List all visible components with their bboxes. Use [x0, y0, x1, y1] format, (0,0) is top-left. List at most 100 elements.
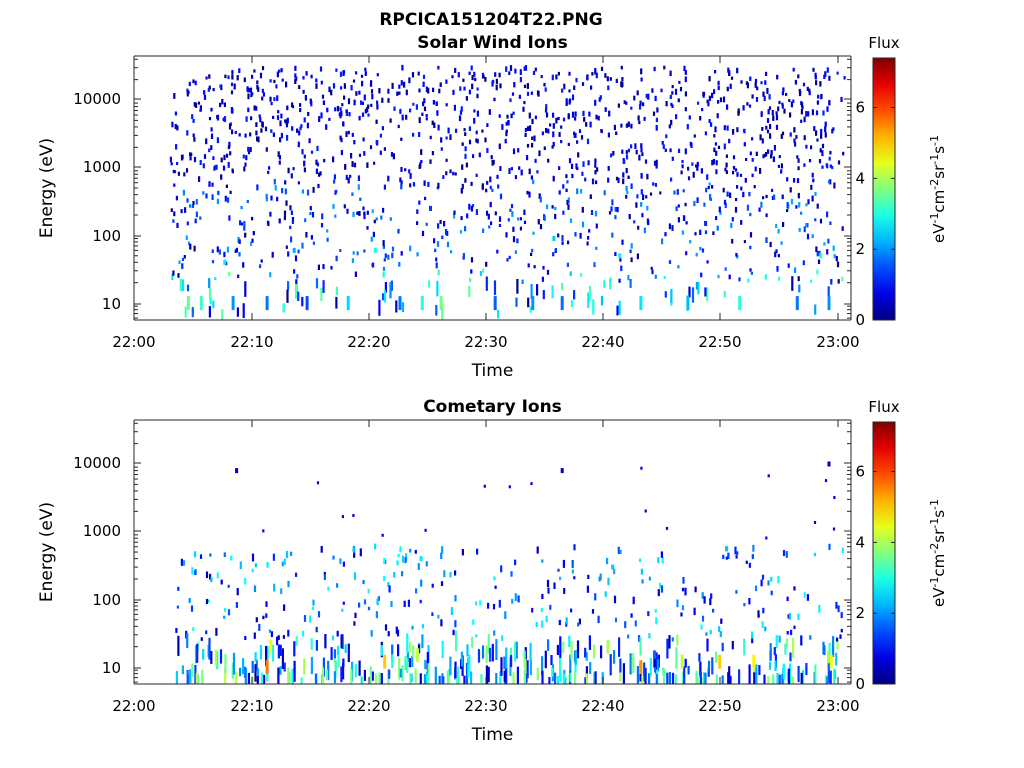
- spectrogram-cell: [187, 90, 190, 95]
- spectrogram-cell: [726, 104, 729, 110]
- spectrogram-cell: [525, 671, 528, 683]
- spectrogram-cell: [700, 168, 703, 174]
- spectrogram-cell: [666, 638, 669, 659]
- spectrogram-cell: [277, 151, 280, 157]
- spectrogram-cell: [662, 144, 665, 149]
- spectrogram-cell: [351, 192, 354, 196]
- spectrogram-cell: [359, 197, 362, 201]
- spectrogram-cell: [654, 183, 657, 187]
- spectrogram-cell: [305, 232, 308, 238]
- spectrogram-cell: [760, 111, 763, 117]
- spectrogram-cell: [427, 87, 430, 94]
- spectrogram-cell: [649, 192, 653, 196]
- spectrogram-cell: [622, 172, 625, 178]
- spectrogram-cell: [721, 642, 724, 652]
- spectrogram-cell: [199, 108, 202, 112]
- spectrogram-cell: [641, 213, 644, 218]
- spectrogram-cell: [743, 638, 746, 656]
- spectrogram-cell: [592, 299, 595, 315]
- spectrogram-cell: [399, 546, 402, 553]
- spectrogram-cell: [712, 231, 715, 235]
- spectrogram-cell: [364, 67, 367, 72]
- spectrogram-cell: [717, 100, 720, 104]
- spectrogram-cell: [717, 274, 720, 279]
- spectrogram-cell: [704, 131, 707, 136]
- spectrogram-cell: [534, 158, 537, 163]
- spectrogram-cell: [801, 102, 804, 108]
- spectrogram-cell: [244, 636, 247, 640]
- spectrogram-cell: [704, 230, 708, 235]
- spectrogram-cell: [701, 677, 704, 684]
- spectrogram-cell: [600, 296, 604, 306]
- spectrogram-cell: [237, 274, 240, 278]
- spectrogram-cell: [797, 276, 800, 282]
- spectrogram-cell: [684, 587, 687, 596]
- spectrogram-cell: [383, 557, 386, 564]
- spectrogram-cell: [709, 194, 712, 200]
- spectrogram-cell: [714, 70, 717, 74]
- spectrogram-cell: [441, 546, 444, 554]
- spectrogram-cell: [387, 88, 390, 94]
- spectrogram-cell: [219, 84, 222, 88]
- spectrogram-cell: [485, 210, 489, 216]
- spectrogram-cell: [530, 252, 533, 256]
- spectrogram-cell: [274, 185, 277, 191]
- spectrogram-cell: [367, 588, 370, 594]
- spectrogram-cell: [772, 115, 775, 121]
- spectrogram-cell: [840, 628, 843, 633]
- spectrogram-cell: [310, 74, 313, 79]
- spectrogram-cell: [640, 173, 643, 179]
- spectrogram-cell: [208, 85, 211, 90]
- spectrogram-cell: [223, 552, 226, 557]
- spectrogram-cell: [786, 631, 789, 635]
- spectrogram-cell: [573, 85, 576, 90]
- spectrogram-cell: [671, 104, 674, 108]
- data-cell: [419, 556, 423, 562]
- spectrogram-cell: [568, 99, 571, 105]
- spectrogram-cell: [238, 252, 241, 257]
- y-tick-label: 10000: [73, 90, 121, 108]
- spectrogram-cell: [641, 152, 644, 157]
- spectrogram-cell: [627, 121, 630, 128]
- spectrogram-cell: [351, 258, 354, 264]
- spectrogram-cell: [569, 654, 572, 673]
- spectrogram-cell: [671, 91, 674, 95]
- spectrogram-cell: [273, 97, 276, 101]
- spectrogram-cell: [735, 590, 738, 594]
- spectrogram-cell: [195, 211, 198, 218]
- spectrogram-cell: [627, 148, 631, 153]
- spectrogram-cell: [742, 105, 745, 111]
- spectrogram-cell: [648, 576, 651, 581]
- spectrogram-cell: [264, 126, 268, 132]
- spectrogram-cell: [808, 88, 811, 93]
- spectrogram-cell: [459, 110, 463, 115]
- spectrogram-cell: [561, 241, 564, 245]
- spectrogram-cell: [339, 71, 343, 77]
- spectrogram-cell: [272, 553, 275, 561]
- spectrogram-cell: [770, 154, 773, 159]
- spectrogram-cell: [640, 77, 643, 82]
- spectrogram-cell: [440, 552, 443, 559]
- spectrogram-cell: [251, 238, 254, 243]
- spectrogram-cell: [805, 663, 808, 676]
- spectrogram-cell: [546, 579, 550, 587]
- spectrogram-cell: [244, 133, 247, 138]
- x-tick-label: 22:40: [581, 333, 624, 351]
- spectrogram-cell: [763, 153, 767, 158]
- spectrogram-cell: [284, 188, 287, 195]
- spectrogram-cell: [660, 585, 664, 593]
- spectrogram-cell: [485, 261, 488, 267]
- spectrogram-cell: [701, 592, 704, 599]
- spectrogram-cell: [273, 583, 276, 592]
- spectrogram-cell: [727, 67, 730, 73]
- spectrogram-cell: [593, 672, 596, 684]
- spectrogram-cell: [252, 231, 255, 236]
- spectrogram-cell: [302, 76, 305, 80]
- data-cell: [827, 296, 831, 311]
- spectrogram-cell: [296, 128, 299, 133]
- spectrogram-cell: [517, 148, 520, 153]
- spectrogram-cell: [543, 215, 546, 221]
- data-cell: [560, 296, 564, 311]
- spectrogram-cell: [730, 76, 734, 80]
- spectrogram-cell: [387, 254, 390, 260]
